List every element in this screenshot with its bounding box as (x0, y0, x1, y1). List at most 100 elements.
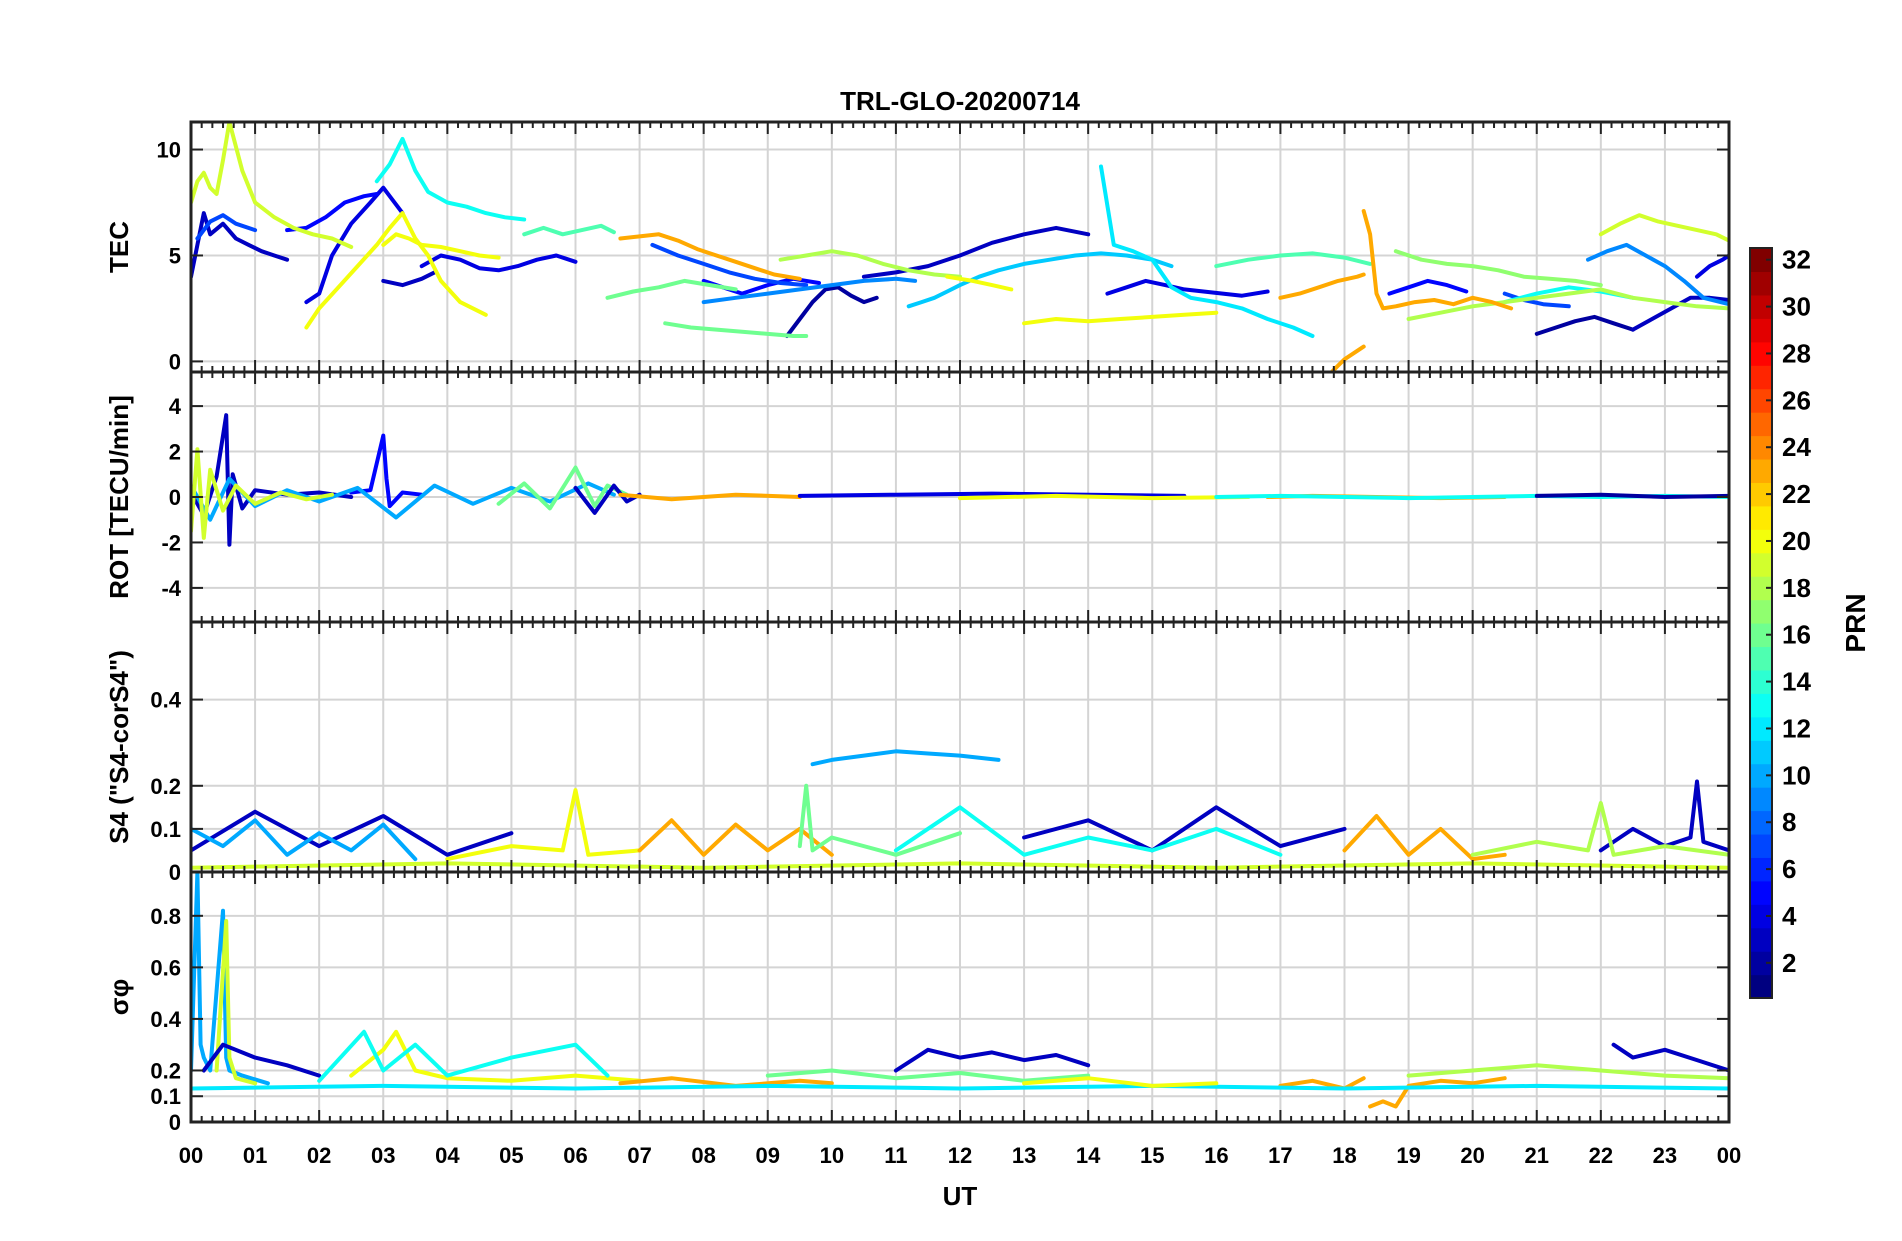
series-line-prn-3 (201, 1042, 322, 1078)
colorbar-segment (1750, 599, 1772, 624)
x-tick-label: 16 (1204, 1143, 1228, 1168)
colorbar-tick-label: 12 (1782, 713, 1811, 743)
x-tick-label: 11 (884, 1143, 907, 1168)
x-tick-label: 05 (499, 1143, 523, 1168)
y-tick-label: 0 (169, 349, 181, 374)
colorbar-segment (1750, 857, 1772, 882)
x-tick-label: 19 (1396, 1143, 1420, 1168)
panel-2: 0 0.1 0.2 0.4 S4 ("S4-corS4") (104, 620, 1731, 885)
series-line-prn-10 (191, 476, 616, 522)
colorbar-segment (1750, 248, 1772, 273)
y-axis-label: σφ (104, 979, 134, 1015)
series-line-prn-4 (1695, 253, 1729, 279)
colorbar-segment (1750, 740, 1772, 765)
colorbar-tick-label: 26 (1782, 385, 1811, 415)
x-axis: 00 01 02 03 04 05 06 07 08 09 10 11 12 13 14 15 16 17 18 19… (179, 1143, 1741, 1168)
chart-title: TRL-GLO-20200714 (840, 86, 1080, 116)
series-line-prn-16 (496, 465, 629, 511)
y-tick-label: 0.8 (150, 904, 181, 929)
series-line-prn-3 (381, 270, 437, 288)
series-line-prn-19 (1598, 213, 1729, 243)
series-line-prn-17 (1393, 249, 1603, 288)
y-tick-label: 0 (169, 860, 181, 885)
colorbar-segment (1750, 974, 1772, 999)
y-tick-label: 10 (157, 138, 181, 163)
series-line-prn-3 (1598, 779, 1729, 853)
series-group (191, 122, 1729, 372)
series-line-prn-19 (191, 122, 354, 249)
x-tick-label: 10 (820, 1143, 844, 1168)
series-line-prn-3 (1611, 1042, 1729, 1073)
series-line-prn-7 (650, 242, 809, 288)
series-line-prn-7 (195, 213, 258, 241)
y-axis-label: S4 ("S4-corS4") (104, 650, 134, 844)
x-tick-label: 09 (756, 1143, 780, 1168)
colorbar-segment (1750, 693, 1772, 718)
series-line-prn-20 (1022, 1076, 1219, 1088)
colorbar-segment (1750, 880, 1772, 905)
colorbar-segment (1750, 341, 1772, 366)
series-line-prn-20 (381, 232, 501, 260)
series-line-prn-18 (1470, 801, 1729, 857)
series-line-prn-5 (349, 433, 424, 509)
series-line-prn-20 (958, 493, 1251, 501)
series-line-prn-4 (419, 253, 578, 273)
x-tick-label: 04 (435, 1143, 460, 1168)
series-line-prn-20 (304, 211, 488, 330)
x-tick-label: 20 (1460, 1143, 1484, 1168)
colorbar-segment (1750, 458, 1772, 483)
series-line-prn-13 (374, 136, 527, 222)
x-tick-label: 02 (307, 1143, 331, 1168)
series-line-prn-13 (317, 1029, 610, 1083)
series-line-prn-18 (1406, 1063, 1729, 1081)
y-tick-label: -4 (161, 576, 181, 601)
colorbar-segment (1750, 412, 1772, 437)
colorbar-segment (1750, 505, 1772, 530)
x-tick-label: 14 (1076, 1143, 1101, 1168)
colorbar-tick-label: 10 (1782, 760, 1811, 790)
series-line-prn-20 (945, 274, 1014, 292)
panel-1: -4 -2 0 2 4 ROT [TECU/min] (104, 370, 1731, 624)
colorbar-tick-label: 20 (1782, 526, 1811, 556)
x-tick-label: 07 (627, 1143, 651, 1168)
x-tick-label: 01 (243, 1143, 267, 1168)
colorbar-tick-label: 16 (1782, 620, 1811, 650)
series-line-prn-12 (1099, 164, 1315, 338)
colorbar-tick-label: 32 (1782, 245, 1811, 275)
series-line-prn-20 (1022, 310, 1219, 326)
series-line-prn-23 (1329, 344, 1366, 372)
x-tick-label: 15 (1140, 1143, 1164, 1168)
series-line-prn-15 (1214, 251, 1373, 269)
series-line-prn-15 (522, 223, 616, 237)
series-line-prn-20 (445, 788, 642, 862)
colorbar-segment (1750, 904, 1772, 929)
colorbar-segment (1750, 787, 1772, 812)
x-tick-label: 00 (1717, 1143, 1741, 1168)
series-line-prn-4 (1105, 278, 1270, 298)
x-tick-label: 03 (371, 1143, 395, 1168)
series-line-prn-9 (701, 276, 918, 305)
series-line-prn-4 (304, 185, 405, 305)
x-tick-label: 18 (1332, 1143, 1356, 1168)
series-line-prn-3 (861, 225, 1091, 279)
colorbar-segment (1750, 951, 1772, 976)
colorbar-tick-label: 18 (1782, 573, 1811, 603)
y-axis-label: TEC (104, 221, 134, 273)
y-tick-label: 0.6 (150, 955, 181, 980)
series-line-prn-4 (797, 491, 1187, 498)
x-tick-label: 22 (1589, 1143, 1613, 1168)
colorbar-tick-label: 24 (1782, 432, 1811, 462)
x-tick-label: 12 (948, 1143, 972, 1168)
y-tick-label: -2 (161, 530, 181, 555)
colorbar-tick-label: 4 (1782, 901, 1797, 931)
colorbar-segment (1750, 318, 1772, 343)
y-tick-label: 0.4 (150, 688, 181, 713)
series-line-prn-2 (1534, 314, 1635, 336)
series-line-prn-9 (1586, 242, 1729, 307)
series-group (191, 413, 1729, 547)
y-tick-label: 5 (169, 243, 181, 268)
x-tick-label: 08 (691, 1143, 715, 1168)
series-line-prn-16 (797, 783, 962, 857)
series-line-prn-20 (349, 1029, 642, 1083)
